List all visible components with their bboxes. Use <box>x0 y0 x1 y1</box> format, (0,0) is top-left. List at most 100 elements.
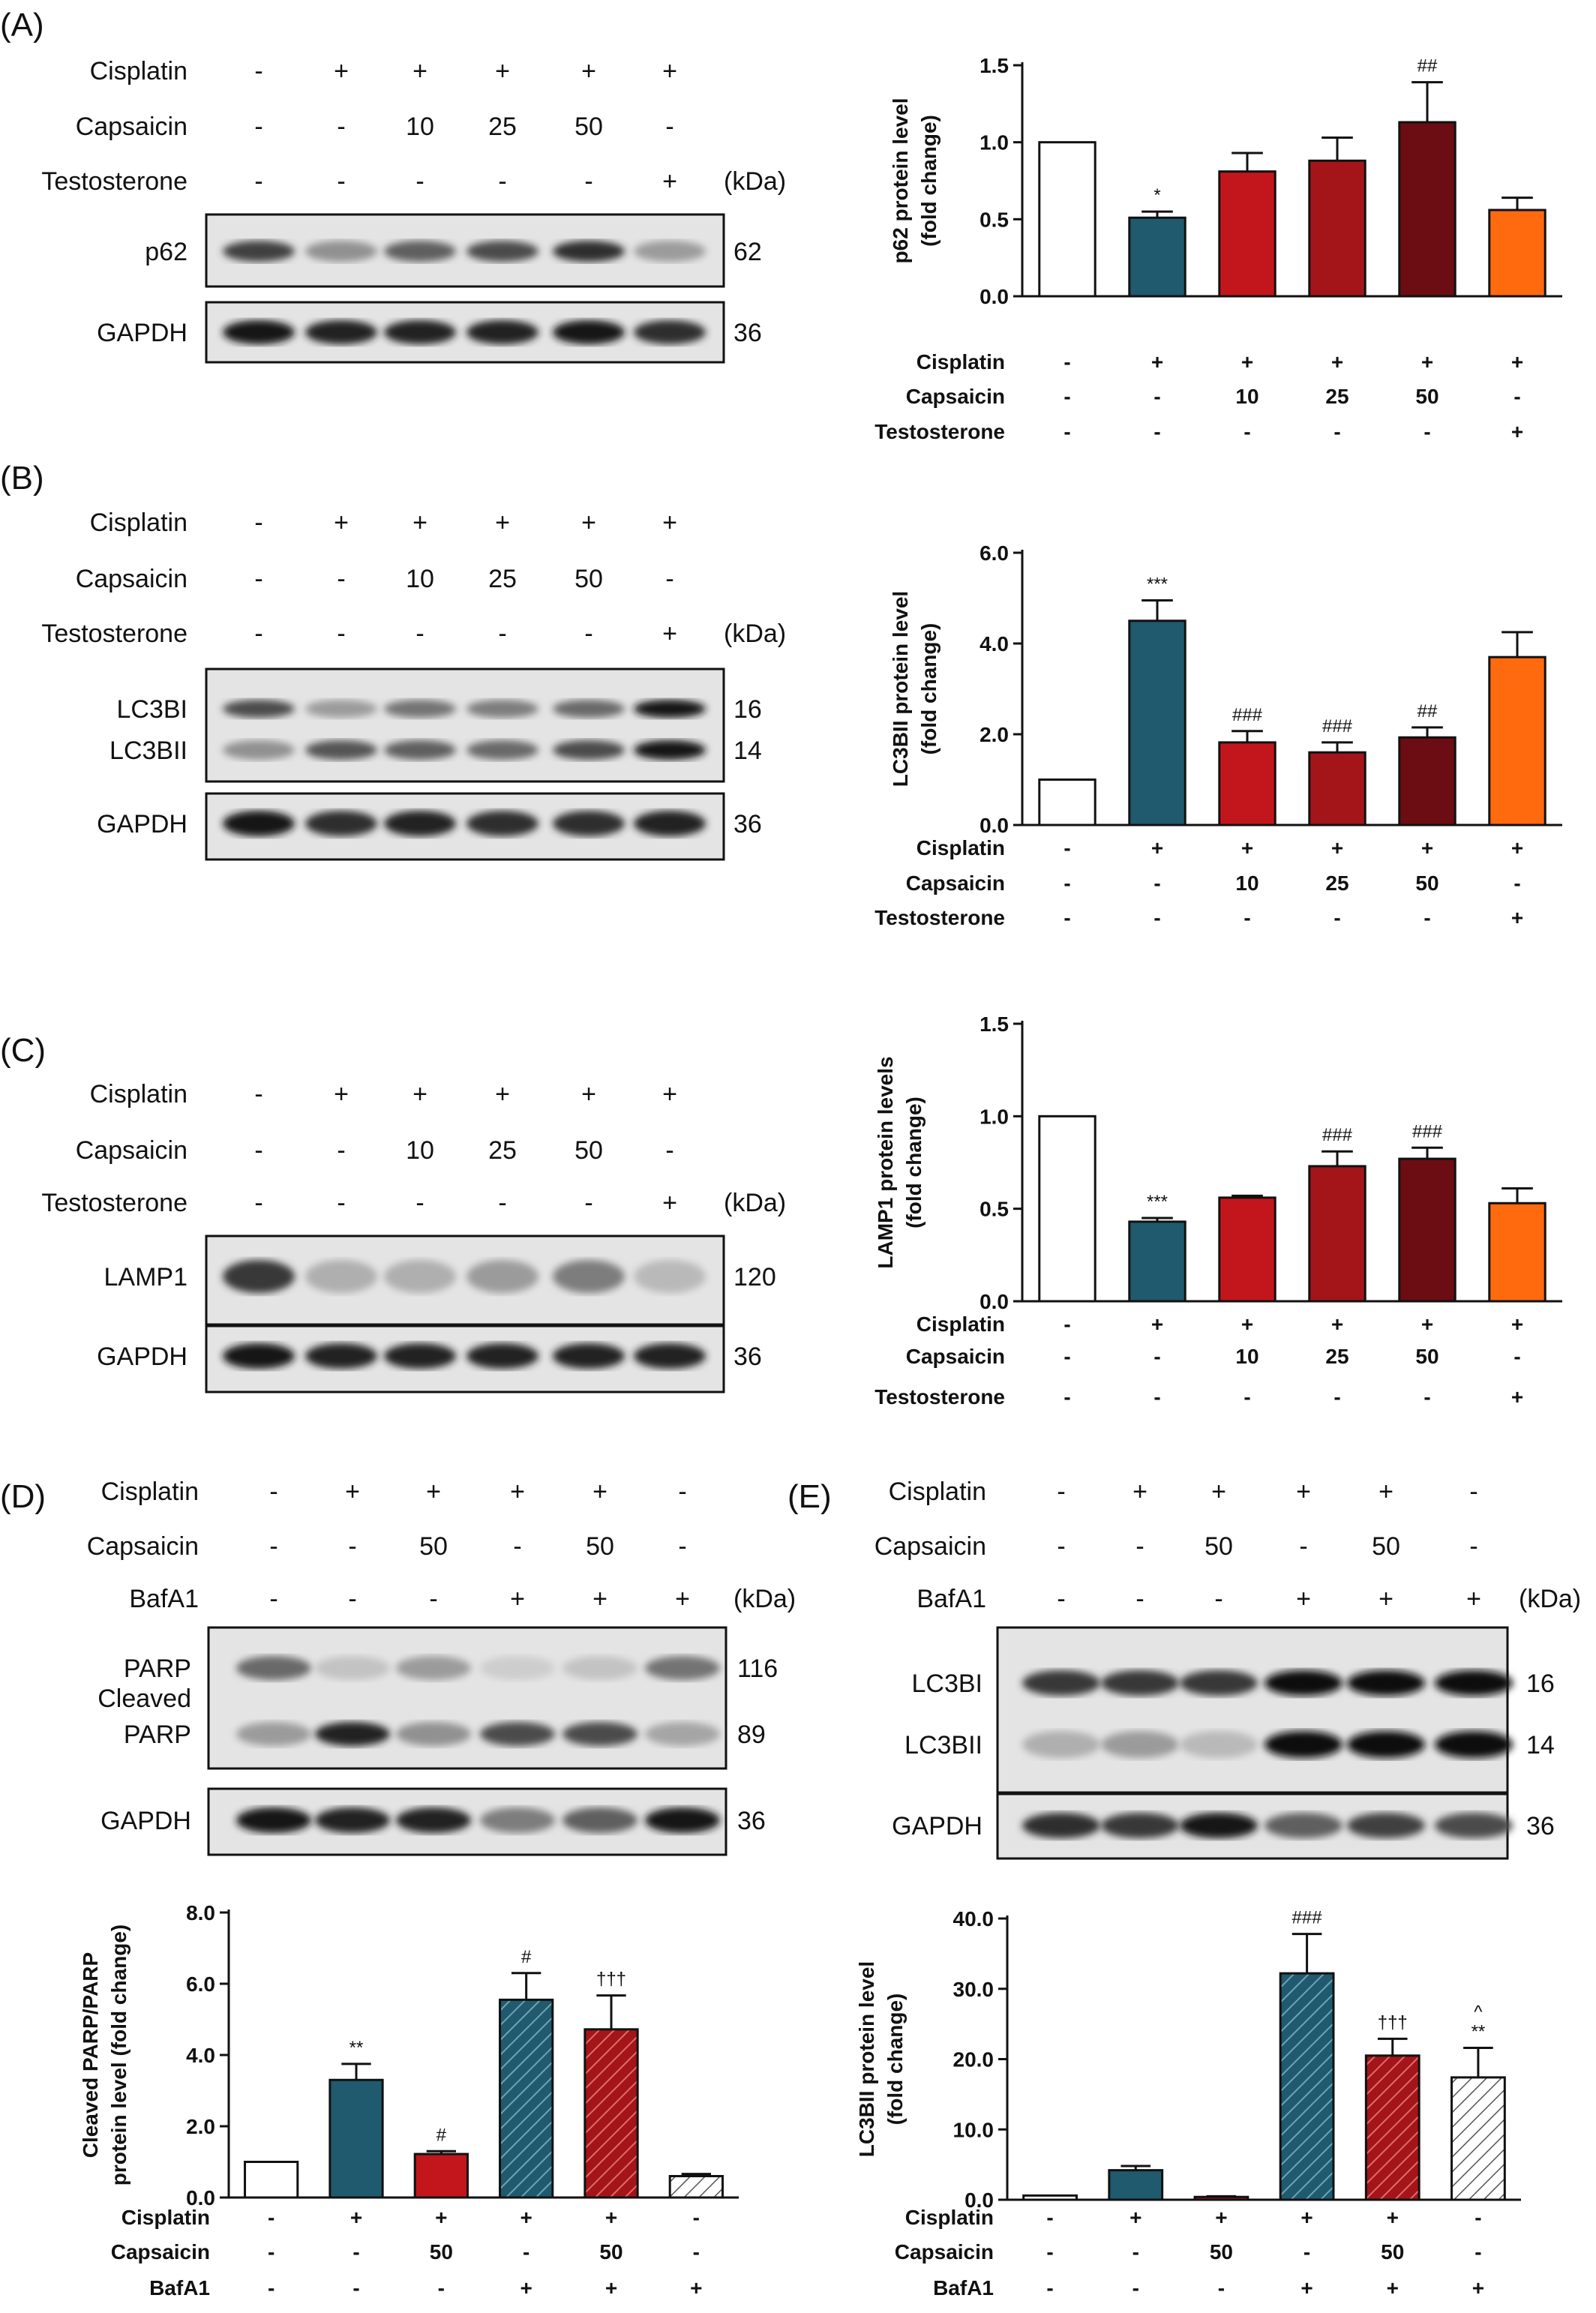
band-label: GAPDH <box>100 1807 191 1835</box>
condition-value: 25 <box>488 112 517 141</box>
x-condition-value: + <box>350 2206 362 2229</box>
x-condition-value: - <box>1064 872 1070 895</box>
x-condition-value: + <box>1511 1385 1523 1408</box>
condition-value: + <box>1378 1478 1394 1506</box>
chart-b: 0.0 2.0 4.0 6.0 LC3BII protein level (fold ch… <box>874 542 1562 929</box>
chart-a: 0.0 0.5 1.0 1.5 p62 protein level (fold chang… <box>874 54 1562 443</box>
x-condition-value: - <box>1064 1345 1070 1368</box>
bar <box>499 1998 554 2199</box>
band-label: PARP <box>124 1720 191 1749</box>
blot-band <box>384 811 456 836</box>
band-kda: 36 <box>734 319 762 347</box>
band-label: GAPDH <box>892 1812 982 1840</box>
y-tick-label: 8.0 <box>186 1901 215 1924</box>
condition-value: + <box>1211 1478 1226 1506</box>
band-label: LC3BI <box>912 1670 983 1698</box>
y-axis-label: LC3BII protein level <box>889 591 912 787</box>
x-condition-value: - <box>1064 1312 1070 1336</box>
blot-band <box>1101 1813 1179 1838</box>
x-condition-value: + <box>1241 1312 1253 1336</box>
band-kda: 14 <box>1526 1731 1555 1760</box>
y-tick-label: 6.0 <box>980 542 1009 565</box>
x-condition-value: - <box>693 2206 700 2229</box>
condition-value: + <box>345 1478 360 1506</box>
panel-label-e: (E) <box>788 1478 832 1515</box>
condition-label: Cisplatin <box>90 508 188 537</box>
y-axis-label: protein level (fold change) <box>107 1924 130 2186</box>
y-axis-label: (fold change) <box>884 1994 907 2126</box>
blot-band <box>553 700 625 718</box>
y-axis-label: LAMP1 protein levels <box>874 1056 897 1268</box>
condition-label: Capsaicin <box>76 1136 188 1165</box>
x-condition-label: Capsaicin <box>906 872 1005 895</box>
x-condition-value: + <box>1511 1312 1523 1336</box>
x-condition-value: 50 <box>1415 872 1438 895</box>
condition-value: - <box>1057 1585 1065 1613</box>
condition-label: Cisplatin <box>90 1080 188 1108</box>
condition-value: - <box>1214 1585 1222 1613</box>
blot-band <box>315 1722 390 1746</box>
significance-label: *** <box>1147 1192 1168 1212</box>
y-tick-label: 40.0 <box>953 1907 994 1930</box>
condition-value: - <box>1057 1478 1065 1506</box>
blot-band <box>384 740 456 760</box>
x-condition-value: + <box>1472 2276 1484 2300</box>
x-condition-value: 50 <box>1415 1345 1438 1368</box>
x-condition-value: - <box>1064 420 1070 443</box>
blot-band <box>466 740 538 760</box>
x-condition-value: + <box>1241 350 1253 374</box>
x-condition-value: - <box>268 2240 274 2264</box>
blot-band <box>480 1656 555 1680</box>
x-condition-label: Testosterone <box>874 1385 1005 1408</box>
condition-value: - <box>584 167 592 196</box>
bar <box>1308 159 1366 298</box>
bar <box>1038 141 1096 298</box>
x-condition-value: + <box>1511 420 1523 443</box>
significance-label: ** <box>1472 2022 1486 2042</box>
x-condition-value: + <box>1300 2276 1312 2300</box>
x-condition-value: - <box>1334 1385 1340 1408</box>
x-condition-value: - <box>1064 906 1070 929</box>
x-condition-value: + <box>1300 2206 1312 2229</box>
condition-value: + <box>412 1080 428 1108</box>
significance-label: # <box>521 1947 532 1967</box>
blot-band <box>305 700 377 718</box>
blot-band <box>305 1260 377 1293</box>
condition-value: 50 <box>574 565 603 593</box>
condition-value: - <box>269 1532 278 1561</box>
condition-value: - <box>665 112 674 141</box>
y-tick-label: 6.0 <box>186 1972 215 1996</box>
condition-value: 50 <box>586 1532 614 1561</box>
x-condition-value: - <box>1424 420 1430 443</box>
bar <box>1398 1157 1456 1303</box>
blot-band <box>384 241 456 262</box>
blot-band <box>553 241 625 262</box>
condition-value: + <box>510 1478 525 1506</box>
condition-value: 10 <box>406 1136 434 1165</box>
blot-panel-b: Cisplatin - + + + + + Capsaicin - - 10 25 50 - Testost… <box>41 508 786 861</box>
condition-value: + <box>581 1080 596 1108</box>
band-kda: 120 <box>734 1263 776 1292</box>
band-label: GAPDH <box>97 1342 188 1371</box>
blot-band <box>466 1343 538 1369</box>
condition-label: Cisplatin <box>889 1478 986 1506</box>
bar <box>1364 2054 1420 2201</box>
y-axis-label: LC3BII protein level <box>855 1961 878 2157</box>
bar <box>1488 208 1546 298</box>
condition-value: - <box>416 620 424 648</box>
band-kda: 116 <box>737 1654 778 1683</box>
bar <box>1398 736 1456 826</box>
x-condition-value: + <box>520 2276 532 2300</box>
x-condition-value: - <box>693 2240 700 2264</box>
bar <box>1108 2169 1164 2201</box>
condition-value: - <box>254 508 262 537</box>
blot-band <box>1264 1813 1342 1838</box>
y-tick-label: 10.0 <box>953 2118 994 2141</box>
condition-value: - <box>348 1585 356 1613</box>
condition-value: - <box>665 565 674 593</box>
blot-membrane <box>996 1626 1509 1794</box>
condition-value: + <box>1466 1585 1481 1613</box>
bar <box>1128 1220 1186 1303</box>
x-condition-label: Cisplatin <box>916 836 1005 860</box>
condition-value: + <box>1132 1478 1148 1506</box>
